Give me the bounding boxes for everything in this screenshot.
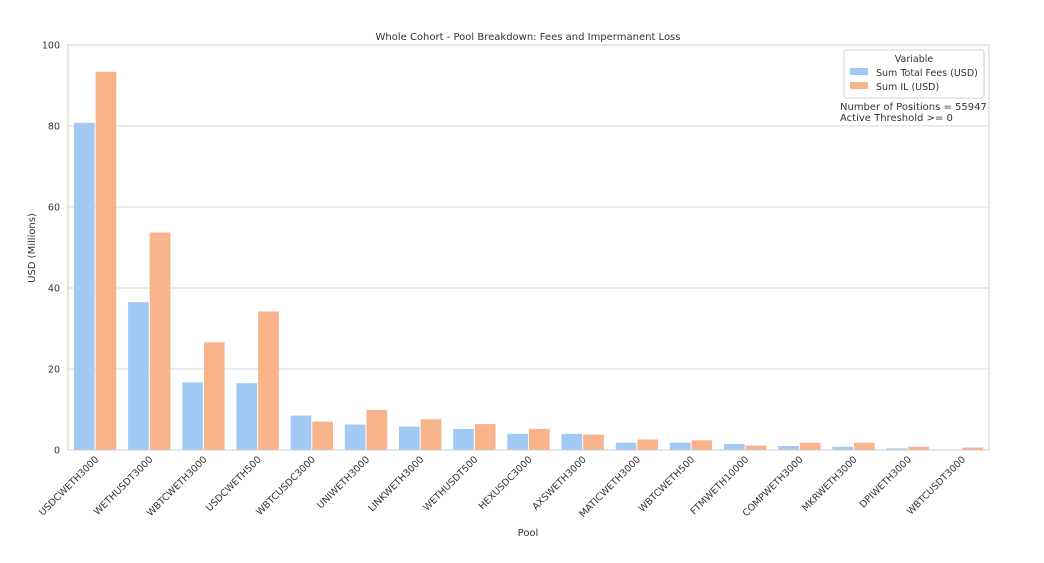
bar-il-linkweth3000	[420, 419, 442, 450]
bars	[73, 71, 984, 450]
x-tick-label: WBTCUSDT3000	[905, 454, 968, 517]
x-tick-label: LINKWETH3000	[366, 454, 426, 514]
bar-fees-usdcweth3000	[73, 122, 95, 450]
bar-fees-wethusdt3000	[128, 302, 149, 450]
y-tick-label: 40	[48, 284, 60, 295]
legend-box	[843, 49, 985, 99]
bar-fees-uniweth3000	[344, 424, 366, 450]
x-axis-label: Pool	[518, 528, 539, 539]
positions-note: Number of Positions = 55947	[840, 102, 987, 113]
bar-il-uniweth3000	[366, 409, 388, 450]
x-tick-label: USDCWETH500	[204, 454, 264, 514]
bar-fees-maticweth3000	[615, 442, 637, 450]
bar-fees-usdcweth500	[236, 383, 258, 450]
y-tick-labels: 0 20 40 60 80 100	[42, 41, 60, 457]
bar-il-compweth3000	[799, 442, 821, 450]
legend-title: Variable	[895, 54, 934, 65]
y-tick-label: 80	[48, 122, 60, 133]
chart-title: Whole Cohort - Pool Breakdown: Fees and …	[376, 32, 681, 43]
x-tick-label: AXSWETH3000	[530, 454, 588, 512]
threshold-note: Active Threshold >= 0	[840, 113, 953, 124]
bar-fees-wbtcusdc3000	[290, 415, 312, 450]
legend: Variable Sum Total Fees (USD) Sum IL (US…	[843, 49, 985, 99]
legend-swatch-il	[850, 82, 868, 89]
y-axis-label: USD (Millions)	[27, 213, 38, 283]
y-tick-label: 100	[42, 41, 60, 52]
y-tick-label: 60	[48, 203, 60, 214]
bar-il-usdcweth500	[258, 311, 279, 450]
bar-il-usdcweth3000	[95, 71, 117, 450]
bar-fees-compweth3000	[778, 445, 799, 450]
bar-il-wbtcusdc3000	[312, 421, 333, 450]
x-tick-labels: USDCWETH3000WETHUSDT3000WBTCWETH3000USDC…	[37, 454, 968, 520]
x-tick-label: DPIWETH3000	[858, 454, 914, 510]
bar-fees-dpiweth3000	[886, 448, 908, 450]
x-tick-label: MATICWETH3000	[577, 454, 643, 520]
bar-il-wethusdt3000	[149, 232, 171, 450]
bar-fees-hexusdc3000	[507, 433, 528, 450]
bar-fees-wethusdt500	[453, 428, 474, 450]
x-tick-label: MKRWETH3000	[800, 454, 860, 514]
bar-il-mkrweth3000	[854, 442, 875, 450]
x-tick-label: WBTCUSDC3000	[254, 454, 318, 518]
bar-fees-axsweth3000	[561, 433, 583, 450]
x-tick-label: WETHUSDT3000	[92, 454, 155, 517]
plot-frame	[67, 44, 990, 451]
x-tick-label: HEXUSDC3000	[477, 454, 535, 512]
bar-fees-wbtcweth3000	[182, 382, 203, 450]
legend-swatch-fees	[850, 68, 868, 75]
bar-il-wethusdt500	[474, 424, 496, 450]
bar-il-wbtcweth500	[691, 440, 713, 450]
bar-fees-wbtcweth500	[669, 442, 691, 450]
x-tick-label: WBTCWETH500	[637, 454, 697, 514]
bar-fees-mkrweth3000	[832, 446, 854, 450]
bar-il-hexusdc3000	[529, 428, 550, 450]
y-tick-label: 20	[48, 365, 60, 376]
bar-il-axsweth3000	[583, 434, 604, 450]
bar-il-wbtcweth3000	[203, 342, 225, 450]
bar-il-wbtcusdt3000	[962, 447, 984, 450]
x-tick-label: WBTCWETH3000	[145, 454, 210, 519]
x-tick-label: FTMWETH10000	[688, 454, 751, 517]
bar-fees-linkweth3000	[398, 426, 420, 450]
y-tick-label: 0	[54, 446, 60, 457]
x-tick-label: WETHUSDT500	[421, 454, 480, 513]
legend-label-fees: Sum Total Fees (USD)	[876, 68, 978, 79]
bar-il-ftmweth10000	[745, 445, 767, 450]
bar-il-dpiweth3000	[908, 446, 929, 450]
bar-il-maticweth3000	[637, 439, 659, 450]
bar-fees-ftmweth10000	[724, 443, 745, 450]
x-tick-label: USDCWETH3000	[37, 454, 101, 518]
x-tick-label: UNIWETH3000	[315, 454, 372, 511]
legend-label-il: Sum IL (USD)	[876, 82, 939, 93]
x-tick-label: COMPWETH3000	[741, 454, 806, 519]
